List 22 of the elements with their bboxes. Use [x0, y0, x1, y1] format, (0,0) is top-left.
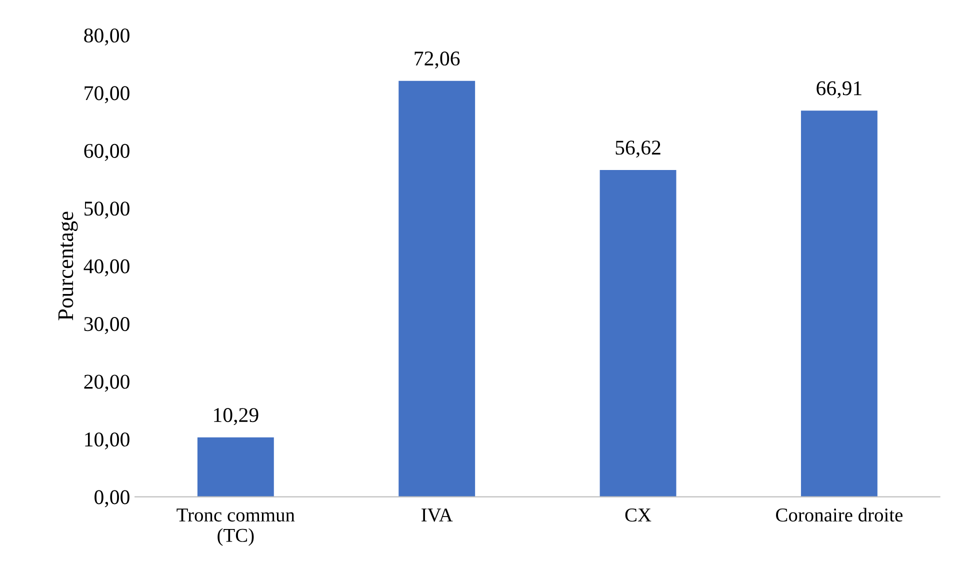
y-tick-label: 20,00: [84, 374, 130, 392]
bar: [398, 80, 476, 497]
data-label: 10,29: [214, 408, 258, 426]
y-axis-title: Pourcentage: [58, 212, 78, 320]
y-tick-label: 30,00: [84, 317, 130, 334]
x-tick-label: Coronaire droite: [776, 508, 903, 522]
bar: [600, 170, 676, 497]
y-tick-label: 60,00: [84, 144, 130, 161]
data-label: 56,62: [616, 140, 660, 158]
x-tick-label: IVA: [422, 508, 453, 522]
x-tick-label: CX: [625, 508, 652, 522]
y-tick-label: 70,00: [84, 86, 130, 104]
y-tick-label: 0,00: [94, 490, 130, 508]
bar: [800, 110, 878, 497]
x-tick-label: Tronc commun (TC): [176, 508, 295, 546]
data-label: 66,91: [816, 81, 862, 98]
bar: [197, 437, 274, 497]
y-tick-label: 50,00: [84, 202, 130, 219]
data-label: 72,06: [414, 52, 460, 69]
y-tick-label: 40,00: [84, 259, 130, 276]
y-tick-label: 10,00: [85, 432, 130, 450]
y-tick-label: 80,00: [84, 28, 130, 46]
